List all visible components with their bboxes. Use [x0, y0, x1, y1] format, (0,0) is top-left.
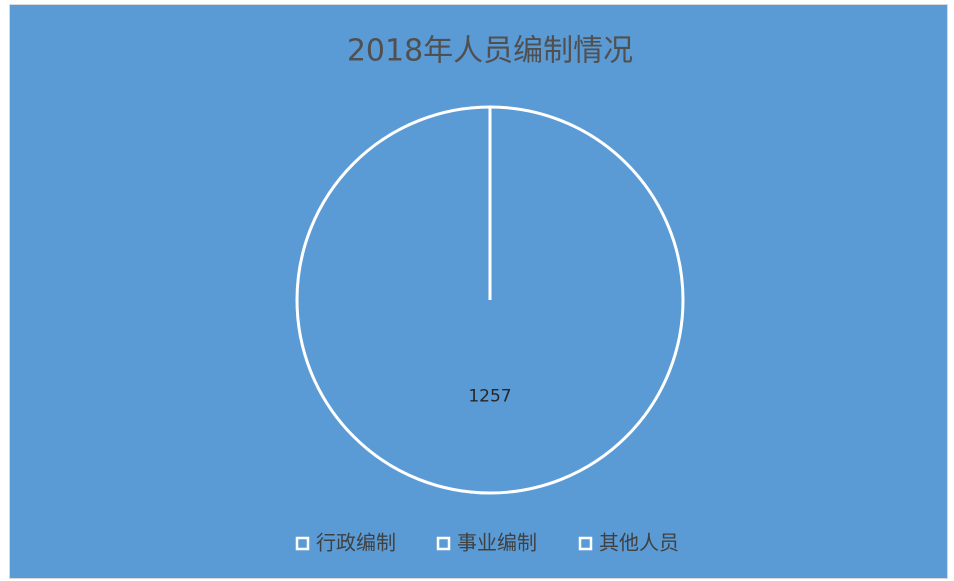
- legend-swatch: [578, 536, 593, 551]
- legend-swatch: [295, 536, 310, 551]
- chart-title: 2018年人员编制情况: [347, 34, 633, 69]
- legend-label: 事业编制: [457, 531, 537, 555]
- legend-label: 行政编制: [316, 531, 396, 555]
- legend-label: 其他人员: [599, 531, 679, 555]
- data-label: 1257: [468, 387, 511, 407]
- legend-swatch: [436, 536, 451, 551]
